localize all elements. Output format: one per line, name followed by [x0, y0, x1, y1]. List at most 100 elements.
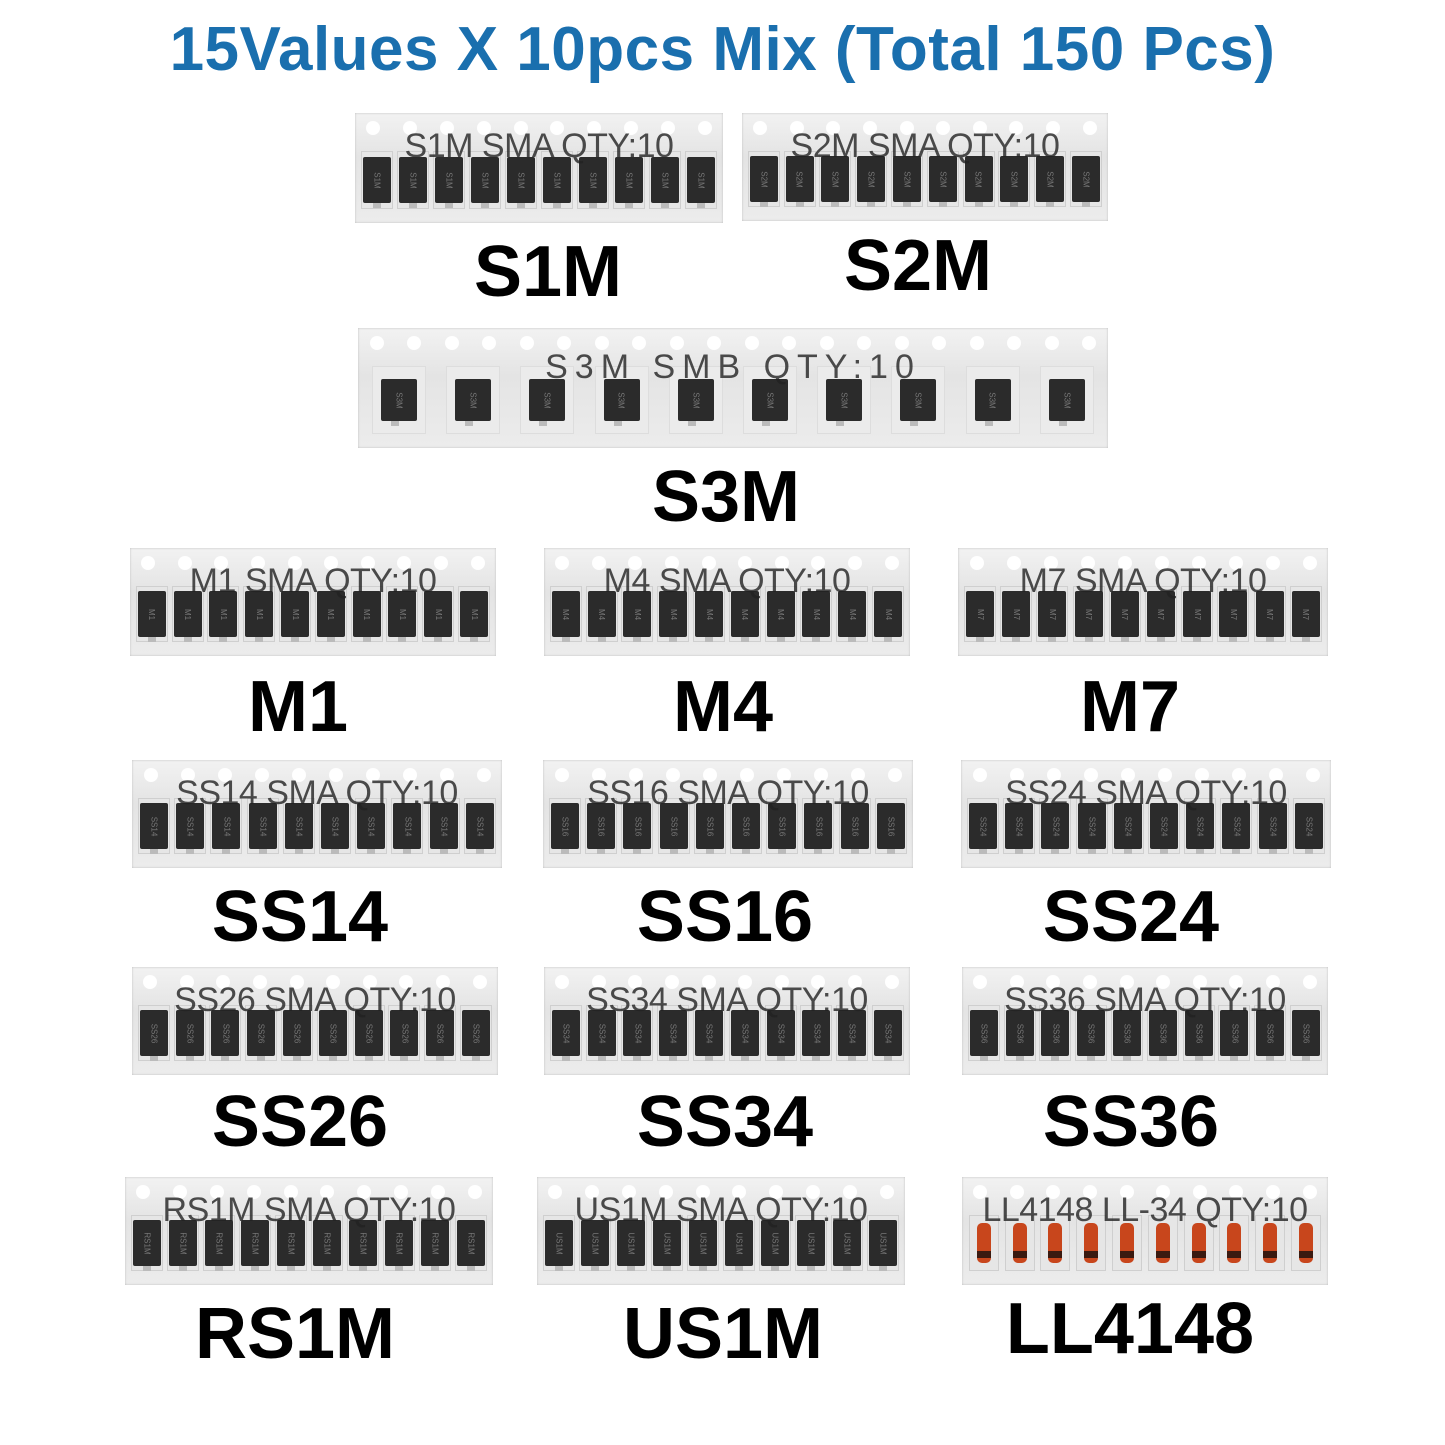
- diode-component: US1M: [689, 1220, 717, 1271]
- diode-component: US1M: [725, 1220, 753, 1271]
- sprocket-hole: [1194, 768, 1209, 782]
- component-marking: M7: [1047, 608, 1057, 620]
- tape-pocket: M7: [1145, 586, 1178, 642]
- sprocket-hole: [774, 975, 789, 989]
- diode-component: [1084, 1223, 1099, 1263]
- tape-pocket: M1: [279, 586, 312, 642]
- tape-pocket: SS26: [460, 1005, 493, 1061]
- tape-strip-ll4148: LL4148 LL-34 QTY:10: [962, 1177, 1328, 1285]
- tape-pocket: US1M: [723, 1215, 755, 1271]
- tape-pocket: SS16: [730, 798, 763, 854]
- sprocket-hole: [665, 768, 680, 782]
- component-pockets: S1M S1M S1M S1M S1M S1M S1M S1M S1M S1M: [359, 151, 719, 209]
- tape-pocket: SS24: [1039, 798, 1072, 854]
- component-marking: SS24: [1304, 816, 1314, 836]
- sprocket-hole: [1043, 556, 1058, 570]
- part-label: SS36: [1042, 1082, 1220, 1162]
- diode-component: SS34: [874, 1010, 903, 1061]
- tape-pocket: US1M: [651, 1215, 683, 1271]
- diode-component: SS34: [551, 1010, 580, 1061]
- diode-component: M1: [460, 591, 489, 642]
- component-marking: M4: [776, 608, 786, 620]
- diode-component: S1M: [363, 157, 391, 208]
- diode-component: SS24: [1222, 803, 1251, 854]
- tape-strip-ss16: SS16 SMA QTY:10 SS16 SS16 SS16 SS16 SS16 SS16 S…: [543, 760, 913, 868]
- component-marking: S3M: [913, 391, 923, 409]
- tape-pocket: SS26: [388, 1005, 421, 1061]
- diode-component: SS26: [211, 1010, 240, 1061]
- sprocket-hole: [1009, 975, 1024, 989]
- diode-component: SS24: [1077, 803, 1106, 854]
- tape-pocket: SS24: [1075, 798, 1108, 854]
- sprocket-hole: [143, 975, 158, 989]
- sprocket-hole: [472, 975, 487, 989]
- strip-text: SS24 SMA QTY:10: [1005, 774, 1287, 812]
- sprocket-hole: [969, 556, 984, 570]
- sprocket-hole: [811, 556, 826, 570]
- component-pockets: SS24 SS24 SS24 SS24 SS24 SS24 SS24 SS24 SS24 SS24: [965, 798, 1327, 854]
- tape-pocket: US1M: [579, 1215, 611, 1271]
- diode-component: SS26: [354, 1010, 383, 1061]
- tape-pocket: M4: [836, 586, 869, 642]
- component-marking: SS34: [668, 1023, 678, 1043]
- tape-pocket: S1M: [613, 151, 645, 209]
- component-marking: SS26: [256, 1023, 266, 1043]
- tape-pocket: SS36: [1218, 1005, 1251, 1061]
- diode-component: RS1M: [169, 1220, 197, 1271]
- tape-pocket: SS14: [355, 798, 388, 854]
- sprocket-hole: [623, 121, 638, 135]
- sprocket-hole: [253, 975, 268, 989]
- sprocket-hole: [587, 121, 602, 135]
- sprocket-hole: [936, 121, 951, 135]
- sprocket-hole: [283, 1185, 298, 1199]
- tape-pocket: S1M: [541, 151, 573, 209]
- component-marking: US1M: [770, 1231, 780, 1255]
- component-marking: M4: [668, 608, 678, 620]
- diode-component: SS16: [695, 803, 724, 854]
- sprocket-hole: [1305, 768, 1320, 782]
- component-marking: SS36: [1229, 1023, 1239, 1043]
- sprocket-holes: [962, 975, 1328, 991]
- diode-component: M4: [730, 591, 759, 642]
- tape-pocket: US1M: [831, 1215, 863, 1271]
- sprocket-holes: [132, 768, 502, 784]
- component-marking: M1: [362, 608, 372, 620]
- tape-pocket: S2M: [962, 151, 995, 207]
- sprocket-holes: [961, 768, 1331, 784]
- tape-pocket: S3M: [446, 366, 501, 434]
- diode-component: SS36: [1005, 1010, 1034, 1061]
- diode-component: RS1M: [313, 1220, 341, 1271]
- sprocket-hole: [1302, 1185, 1317, 1199]
- sprocket-hole: [701, 975, 716, 989]
- tape-pocket: S3M: [594, 366, 649, 434]
- component-marking: S2M: [1009, 170, 1019, 188]
- diode-component: [1227, 1223, 1242, 1263]
- tape-pocket: S1M: [505, 151, 537, 209]
- diode-component: [1155, 1223, 1170, 1263]
- sprocket-hole: [789, 121, 804, 135]
- component-marking: RS1M: [250, 1231, 260, 1255]
- tape-strip-ss34: SS34 SMA QTY:10 SS34 SS34 SS34 SS34 SS34 SS34 S…: [544, 967, 910, 1075]
- component-marking: M7: [1011, 608, 1021, 620]
- sprocket-hole: [439, 768, 454, 782]
- component-marking: M1: [326, 608, 336, 620]
- diode-component: M4: [551, 591, 580, 642]
- part-label: SS34: [636, 1082, 814, 1162]
- component-marking: SS14: [330, 816, 340, 836]
- component-marking: SS26: [471, 1023, 481, 1043]
- sprocket-hole: [1266, 1185, 1281, 1199]
- tape-pocket: SS14: [210, 798, 243, 854]
- sprocket-hole: [1229, 1185, 1244, 1199]
- component-pockets: SS26 SS26 SS26 SS26 SS26 SS26 SS26 SS26 SS26 SS26: [136, 1005, 494, 1061]
- diode-component: M1: [352, 591, 381, 642]
- component-marking: SS26: [435, 1023, 445, 1043]
- component-marking: SS36: [979, 1023, 989, 1043]
- sprocket-hole: [621, 1185, 636, 1199]
- sprocket-hole: [1083, 768, 1098, 782]
- tape-pocket: RS1M: [131, 1215, 163, 1271]
- diode-component: US1M: [653, 1220, 681, 1271]
- sprocket-holes: [358, 336, 1108, 352]
- component-marking: S1M: [552, 171, 562, 189]
- sprocket-hole: [887, 768, 902, 782]
- sprocket-hole: [482, 336, 497, 350]
